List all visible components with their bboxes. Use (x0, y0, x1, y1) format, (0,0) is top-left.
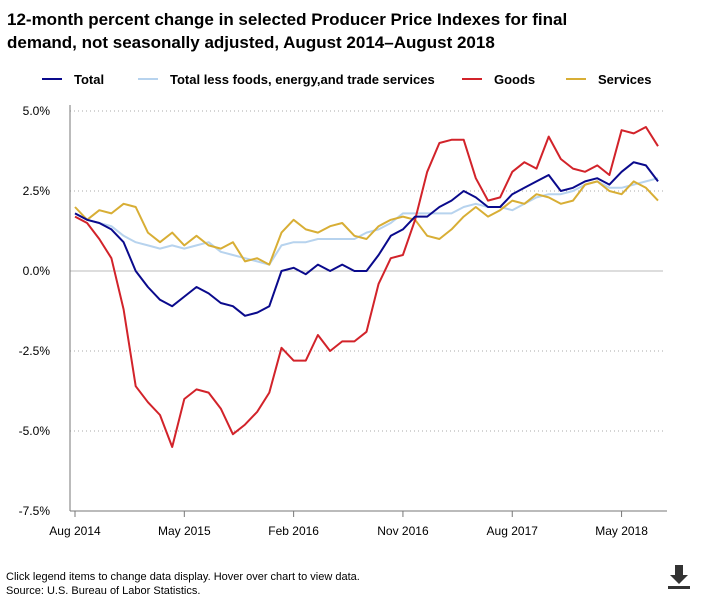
legend-item-total[interactable]: Total (42, 68, 104, 90)
x-tick-label: Nov 2016 (377, 524, 429, 538)
y-tick-label: 0.0% (23, 264, 51, 278)
chart-legend: Total Total less foods, energy,and trade… (0, 68, 705, 90)
legend-item-core[interactable]: Total less foods, energy,and trade servi… (138, 68, 435, 90)
series-line-total-less-foods-energy-and-trade-services[interactable] (74, 177, 659, 266)
legend-swatch-services (566, 78, 586, 80)
chart-footer: Click legend items to change data displa… (6, 570, 360, 598)
legend-swatch-goods (462, 78, 482, 80)
download-icon[interactable] (666, 563, 692, 591)
legend-label-core: Total less foods, energy,and trade servi… (170, 71, 435, 87)
legend-item-goods[interactable]: Goods (462, 68, 535, 90)
x-tick-label: Feb 2016 (268, 524, 319, 538)
y-tick-label: 5.0% (23, 104, 51, 118)
y-tick-label: -5.0% (19, 424, 51, 438)
footer-source: Source: U.S. Bureau of Labor Statistics. (6, 585, 201, 597)
x-tick-label: Aug 2017 (487, 524, 539, 538)
legend-swatch-total (42, 78, 62, 80)
axes: 5.0% 2.5% 0.0% -2.5% -5.0% -7.5% Aug 2014 May 2… (19, 104, 667, 538)
chart-title: 12-month percent change in selected Prod… (7, 10, 568, 52)
legend-label-services: Services (598, 71, 652, 87)
series-line-total[interactable] (74, 161, 659, 317)
series-lines (74, 126, 659, 448)
legend-swatch-core (138, 78, 158, 80)
series-line-services[interactable] (74, 180, 659, 266)
y-tick-label: 2.5% (23, 184, 51, 198)
footer-note: Click legend items to change data displa… (6, 571, 360, 583)
legend-item-services[interactable]: Services (566, 68, 652, 90)
series-line-goods[interactable] (74, 126, 659, 448)
x-tick-label: Aug 2014 (49, 524, 101, 538)
y-tick-label: -7.5% (19, 504, 51, 518)
x-tick-label: May 2018 (595, 524, 648, 538)
x-tick-label: May 2015 (158, 524, 211, 538)
legend-label-total: Total (74, 71, 105, 87)
gridlines (70, 110, 663, 512)
line-chart[interactable]: 5.0% 2.5% 0.0% -2.5% -5.0% -7.5% Aug 2014 May 2… (0, 95, 705, 555)
legend-label-goods: Goods (494, 71, 536, 87)
y-tick-label: -2.5% (19, 344, 51, 358)
